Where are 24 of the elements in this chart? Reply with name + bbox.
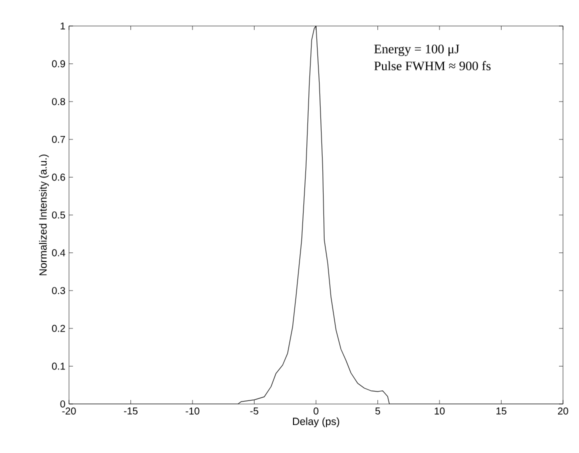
x-tick-label: 10 bbox=[434, 408, 445, 415]
y-tick-label: 0.9 bbox=[52, 60, 66, 68]
y-tick-label: 0.1 bbox=[52, 362, 66, 370]
x-tick-label: -20 bbox=[62, 408, 76, 415]
x-tick-label: -10 bbox=[186, 408, 200, 415]
y-tick-label: 0 bbox=[60, 400, 66, 408]
annotation: Energy = 100 μJ bbox=[374, 44, 460, 56]
x-tick-label: 0 bbox=[314, 408, 318, 415]
y-tick-label: 0.6 bbox=[52, 174, 66, 181]
y-axis-title: Normalized Intensity (a.u.) bbox=[39, 154, 49, 276]
annotation: Pulse FWHM ≈ 900 fs bbox=[374, 61, 491, 70]
y-tick-label: 0.2 bbox=[52, 324, 65, 332]
y-tick-label: 0.7 bbox=[52, 136, 65, 143]
y-tick-label: 0.3 bbox=[52, 287, 66, 294]
x-tick-label: -5 bbox=[250, 408, 258, 414]
x-tick-label: 5 bbox=[375, 408, 380, 414]
x-tick-label: 15 bbox=[496, 408, 506, 414]
y-tick-label: 0.8 bbox=[52, 98, 66, 106]
x-tick-label: -15 bbox=[124, 408, 138, 414]
x-tick-label: 20 bbox=[558, 408, 568, 415]
y-tick-label: 1 bbox=[60, 22, 66, 30]
x-axis-title: Delay (ps) bbox=[293, 417, 340, 428]
y-tick-label: 0.5 bbox=[52, 211, 66, 219]
y-tick-label: 0.4 bbox=[52, 249, 66, 256]
